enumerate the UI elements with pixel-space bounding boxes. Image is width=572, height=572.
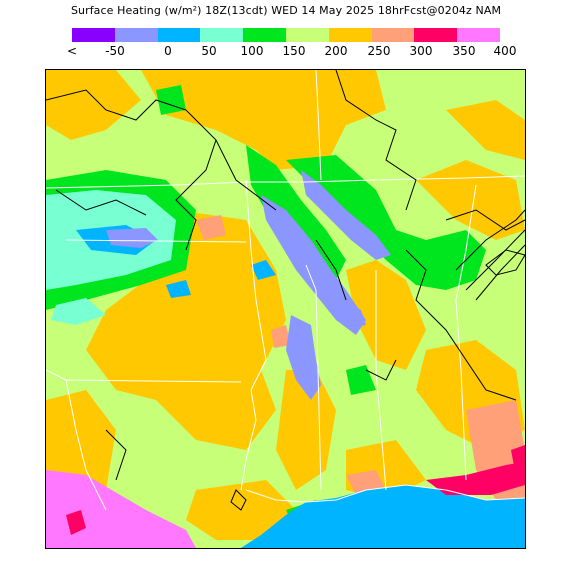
heating-map <box>45 69 526 549</box>
color-swatch <box>72 28 115 42</box>
color-swatch <box>414 28 458 42</box>
scale-tick-label: 200 <box>324 44 348 58</box>
scale-tick-label: 250 <box>367 44 391 58</box>
map-title: Surface Heating (w/m²) 18Z(13cdt) WED 14… <box>70 4 502 17</box>
coastal-heating-strip <box>46 445 525 548</box>
scale-tick-label: < <box>66 44 78 58</box>
scale-tick-label: 400 <box>493 44 517 58</box>
color-swatch <box>285 28 329 42</box>
heating-200-250-areas <box>46 70 525 540</box>
scale-tick-label: 300 <box>409 44 433 58</box>
scale-tick-label: -50 <box>105 44 125 58</box>
scale-tick-label: 0 <box>164 44 172 58</box>
color-swatch <box>243 28 286 42</box>
color-scale-ticks: < -50 0 50 100 150 200 250 300 350 400 <box>0 44 572 60</box>
color-swatch <box>114 28 158 42</box>
color-scale-bar <box>72 28 500 42</box>
color-swatch <box>371 28 415 42</box>
color-swatch <box>157 28 201 42</box>
scale-tick-label: 100 <box>240 44 264 58</box>
scale-tick-label: 50 <box>201 44 217 58</box>
color-swatch <box>457 28 500 42</box>
color-swatch <box>200 28 244 42</box>
color-swatch <box>328 28 372 42</box>
heating-negative-areas <box>106 170 391 400</box>
contour-lines <box>46 70 525 511</box>
scale-tick-label: 350 <box>452 44 476 58</box>
state-boundaries <box>46 70 525 511</box>
gulf-water <box>241 485 525 548</box>
scale-tick-label: 150 <box>282 44 306 58</box>
